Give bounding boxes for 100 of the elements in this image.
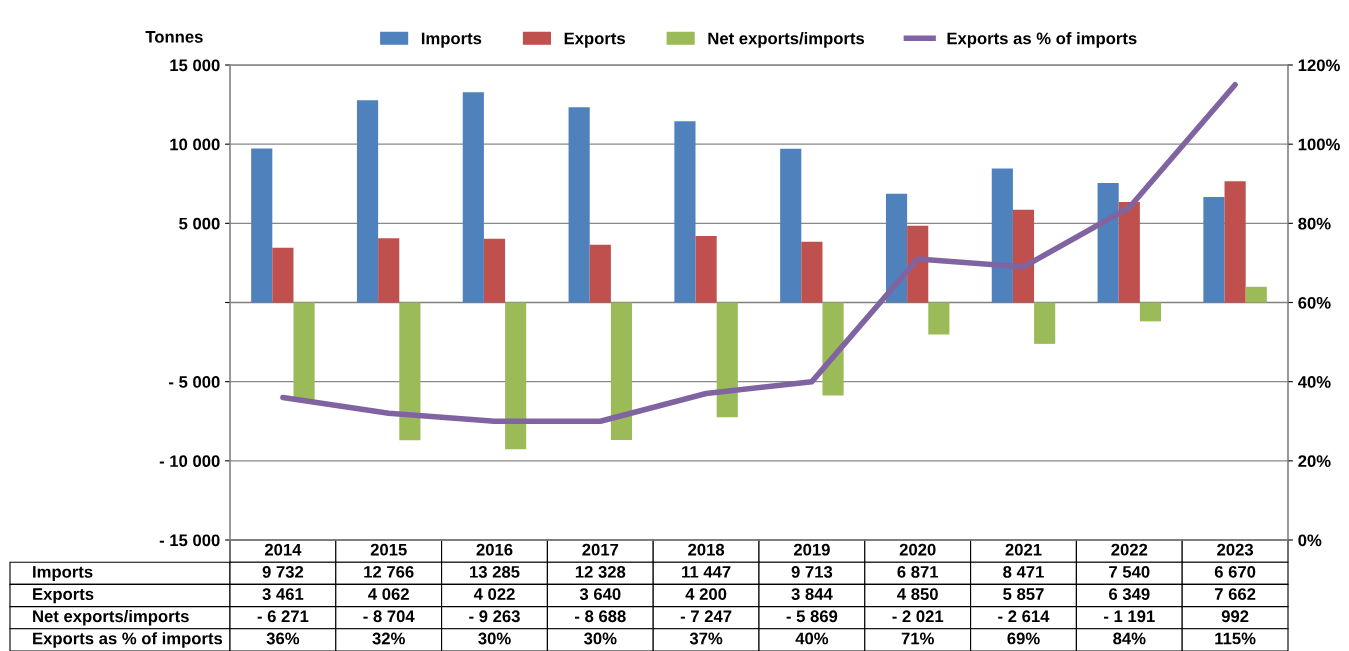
data-label: 5 857: [1003, 588, 1044, 600]
data-label: 32%: [372, 632, 405, 645]
data-label: 11 447: [682, 566, 731, 578]
x-tick-label: 2020: [899, 543, 936, 556]
bar: [1139, 302, 1162, 322]
bar: [272, 247, 294, 303]
bar: [483, 238, 506, 303]
data-label: 3 461: [262, 588, 304, 600]
data-label: 8 471: [1003, 565, 1044, 578]
data-label: - 8 688: [575, 610, 626, 623]
y2-tick-label: 60%: [1298, 296, 1331, 309]
data-label: 4 200: [685, 588, 727, 600]
x-tick-label: 2014: [264, 543, 302, 556]
bar: [1224, 181, 1246, 303]
text: Net exports/imports: [33, 609, 189, 626]
legend-label: Exports as % of imports: [947, 32, 1137, 48]
data-label: 7 662: [1214, 588, 1256, 600]
data-label: - 8 704: [363, 610, 415, 623]
data-label: - 1 191: [1104, 610, 1155, 623]
data-label: 3 640: [579, 588, 621, 600]
x-tick-label: 2022: [1111, 543, 1148, 556]
legend-label: Imports: [421, 32, 482, 48]
data-label: 7 540: [1109, 565, 1150, 578]
y-tick-label: 15 000: [170, 59, 220, 72]
legend-label: Net exports/imports: [708, 32, 865, 48]
bar: [1097, 183, 1119, 303]
data-label: 30%: [478, 632, 511, 645]
data-label: 4 850: [897, 588, 938, 600]
data-label: 3 844: [791, 588, 833, 600]
data-label: 69%: [1007, 632, 1040, 645]
y2-tick-label: 80%: [1298, 217, 1331, 230]
data-label: - 2 021: [892, 610, 944, 623]
y-tick-label: - 5 000: [169, 376, 220, 388]
y-tick-label: - 15 000: [159, 534, 220, 547]
data-label: - 2 614: [998, 610, 1050, 623]
data-label: 6 871: [897, 565, 939, 578]
data-label: 4 022: [473, 588, 515, 600]
bar: [991, 168, 1013, 303]
y2-tick-label: 40%: [1297, 376, 1331, 388]
legend-label: Exports: [564, 32, 625, 48]
data-label: - 6 271: [257, 610, 309, 623]
x-tick-label: 2018: [688, 543, 725, 556]
y2-tick-label: 120%: [1298, 59, 1340, 72]
bar: [568, 107, 590, 303]
bar: [695, 236, 717, 303]
data-label: 36%: [266, 632, 300, 645]
data-label: - 9 263: [469, 610, 520, 623]
bar: [399, 302, 421, 441]
text: Exports: [33, 588, 94, 604]
bar: [822, 302, 844, 396]
bar: [780, 148, 802, 303]
data-label: 6 670: [1214, 565, 1256, 578]
data-label: 9 732: [262, 565, 304, 578]
data-label: 12 766: [364, 565, 414, 578]
x-tick-label: 2016: [476, 543, 513, 556]
bar: [907, 225, 929, 303]
bar: [1118, 201, 1140, 303]
bar: [293, 302, 315, 402]
bar: [589, 244, 611, 303]
x-tick-label: 2023: [1217, 543, 1254, 556]
y-tick-label: 5 000: [179, 217, 220, 230]
x-tick-label: 2019: [793, 543, 830, 556]
bar: [1012, 209, 1035, 303]
data-label: 71%: [901, 632, 934, 645]
bar: [674, 121, 696, 303]
data-label: - 7 247: [680, 610, 732, 623]
data-label: 37%: [689, 632, 723, 645]
bar: [610, 302, 633, 441]
x-tick-label: 2015: [370, 543, 407, 556]
data-label: 4 062: [368, 588, 409, 600]
bar: [1203, 196, 1225, 303]
x-tick-label: 2021: [1005, 543, 1042, 556]
y2-tick-label: 100%: [1298, 138, 1340, 151]
data-label: 6 349: [1109, 588, 1150, 600]
bar: [716, 302, 738, 418]
y2-tick-label: 20%: [1298, 455, 1331, 468]
bar: [885, 193, 908, 303]
bar: [462, 92, 484, 303]
y-tick-label: 10 000: [170, 138, 220, 151]
bar: [505, 302, 527, 450]
bar: [251, 148, 273, 303]
data-label: 992: [1221, 610, 1249, 623]
data-label: 30%: [584, 632, 617, 645]
y2-tick-label: 0%: [1298, 534, 1322, 547]
data-label: 40%: [795, 632, 829, 645]
y-axis-title: Tonnes: [145, 31, 203, 43]
bar: [1034, 302, 1056, 344]
data-label: 13 285: [470, 565, 520, 578]
bar: [356, 100, 379, 303]
y-tick-label: - 10 000: [159, 455, 220, 468]
bar: [378, 238, 400, 303]
text: Imports: [33, 566, 93, 582]
bar: [928, 302, 950, 335]
data-label: 9 713: [791, 565, 833, 578]
text: Exports as % of imports: [33, 632, 223, 648]
data-label: - 5 869: [786, 610, 838, 623]
bar: [801, 241, 823, 303]
x-tick-label: 2017: [582, 543, 619, 556]
data-label: 84%: [1113, 632, 1146, 645]
data-label: 12 328: [575, 565, 626, 578]
